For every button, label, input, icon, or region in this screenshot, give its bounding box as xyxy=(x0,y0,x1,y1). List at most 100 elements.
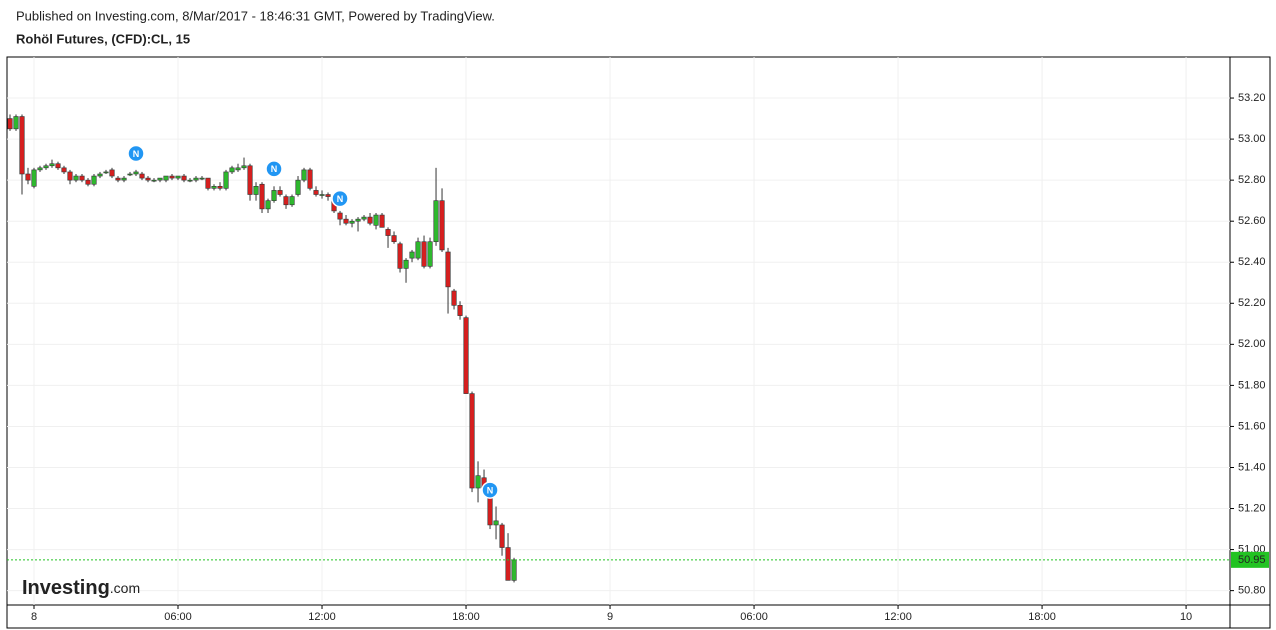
candle-body xyxy=(415,241,421,259)
x-tick-label: 8 xyxy=(31,611,37,623)
candle-body xyxy=(307,169,313,189)
watermark-brand: Investing xyxy=(22,577,110,599)
candle-body xyxy=(103,171,109,174)
candle-body xyxy=(157,177,163,181)
candle-body xyxy=(475,475,481,489)
candle-body xyxy=(73,175,79,181)
candle-body xyxy=(67,171,73,181)
y-tick-label: 53.00 xyxy=(1238,133,1266,145)
candle-body xyxy=(433,200,439,243)
candle-body xyxy=(319,194,325,196)
event-marker xyxy=(127,144,145,163)
candle-body xyxy=(403,259,409,269)
candle-body xyxy=(295,179,301,195)
event-marker xyxy=(331,189,349,208)
chart-title: Rohöl Futures, (CFD):CL, 15 xyxy=(16,31,190,46)
candle-body xyxy=(241,165,247,169)
candle-body xyxy=(325,194,331,197)
candle-body xyxy=(55,163,61,169)
x-tick-label: 10 xyxy=(1180,611,1192,623)
frame xyxy=(6,56,1271,629)
x-tick-label: 12:00 xyxy=(308,611,336,623)
candle-body xyxy=(367,216,373,224)
last-price-label: 50.95 xyxy=(1238,554,1266,566)
candle-body xyxy=(115,177,121,181)
event-label: N xyxy=(337,194,344,204)
candle-body xyxy=(91,175,97,185)
candle-body xyxy=(193,177,199,181)
candle-body xyxy=(337,212,343,220)
candle-body xyxy=(139,173,145,179)
candle-body xyxy=(247,165,253,195)
candle-body xyxy=(313,190,319,195)
candle-body xyxy=(43,165,49,169)
candle-body xyxy=(61,167,67,173)
candle-body xyxy=(181,175,187,181)
candle-body xyxy=(343,218,349,224)
candle-body xyxy=(259,183,265,210)
candle-body xyxy=(271,190,277,201)
candle-body xyxy=(7,118,13,130)
event-label: N xyxy=(487,485,494,495)
candle-body xyxy=(349,220,355,224)
watermark-suffix: .com xyxy=(110,580,140,596)
candle-body xyxy=(505,547,511,581)
candle-body xyxy=(19,116,25,175)
y-tick-label: 53.20 xyxy=(1238,92,1266,104)
candle-body xyxy=(379,214,385,228)
candle-body xyxy=(445,251,451,288)
candle-body xyxy=(451,290,457,306)
event-marker xyxy=(265,160,283,178)
candle-body xyxy=(163,175,169,181)
candle-body xyxy=(469,393,475,489)
y-tick-label: 52.00 xyxy=(1238,338,1266,350)
candle-body xyxy=(79,175,85,181)
candle-body xyxy=(127,173,133,176)
last-price-tag xyxy=(1231,551,1269,568)
candle-body xyxy=(175,175,181,179)
y-tick-label: 52.80 xyxy=(1238,174,1266,186)
event-label: N xyxy=(271,164,278,174)
candle-body xyxy=(187,179,193,182)
candle-body xyxy=(229,167,235,173)
y-tick-label: 51.20 xyxy=(1238,502,1266,514)
candle-body xyxy=(169,175,175,179)
candle-body xyxy=(385,229,391,236)
candle-body xyxy=(109,169,115,177)
x-tick-label: 06:00 xyxy=(164,611,192,623)
candle-body xyxy=(283,196,289,206)
candle-body xyxy=(355,218,361,222)
candle-body xyxy=(301,169,307,181)
candle-body xyxy=(217,186,223,189)
candle-body xyxy=(145,177,151,181)
candle-body xyxy=(439,200,445,251)
candle-body xyxy=(253,186,259,195)
y-tick-label: 52.20 xyxy=(1238,297,1266,309)
candle-body xyxy=(37,167,43,171)
source-note: Published on Investing.com, 8/Mar/2017 -… xyxy=(16,8,495,23)
candle-body xyxy=(511,559,517,581)
candle-body xyxy=(205,177,211,189)
x-tick-label: 9 xyxy=(607,611,613,623)
x-tick-label: 06:00 xyxy=(740,611,768,623)
candle-body xyxy=(199,177,205,180)
candle-body xyxy=(487,495,493,526)
event-label: N xyxy=(133,149,140,159)
candle-body xyxy=(31,169,37,187)
x-tick-label: 18:00 xyxy=(1028,611,1056,623)
candle-body xyxy=(85,179,91,185)
candle-body xyxy=(235,167,241,171)
candle-body xyxy=(373,214,379,226)
y-tick-label: 52.40 xyxy=(1238,256,1266,268)
candle-body xyxy=(457,305,463,316)
candle-body xyxy=(427,241,433,267)
y-tick-label: 51.80 xyxy=(1238,379,1266,391)
candle-body xyxy=(499,524,505,548)
candle-body xyxy=(97,173,103,177)
candle-body xyxy=(391,235,397,243)
candle-body xyxy=(463,317,469,394)
candle-body xyxy=(361,216,367,220)
y-tick-label: 51.40 xyxy=(1238,461,1266,473)
candle-body xyxy=(277,190,283,195)
